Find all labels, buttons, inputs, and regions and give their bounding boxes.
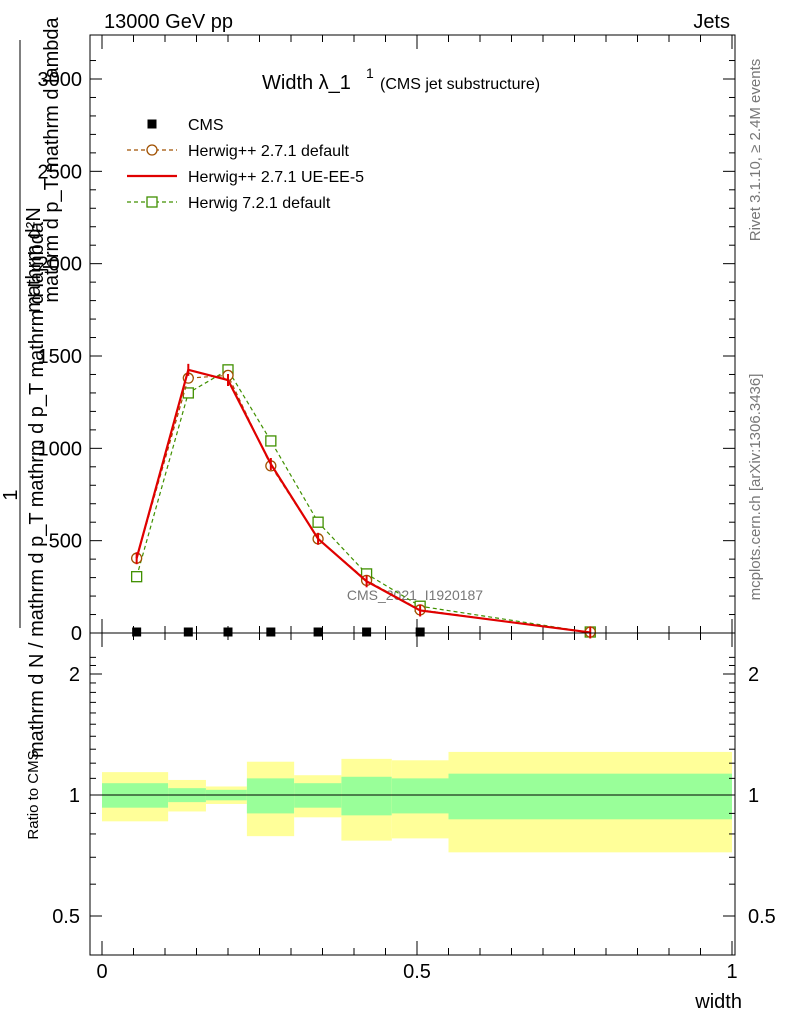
- legend-label: Herwig++ 2.7.1 UE-EE-5: [188, 169, 364, 186]
- series-point: [183, 627, 193, 637]
- main-y-axis-label: mathrm d²N mathrm d p_T mathrm d lambda …: [0, 16, 63, 758]
- legend-label: CMS: [188, 117, 224, 134]
- ratio-stat-band: [448, 773, 732, 820]
- header-right: Jets: [693, 11, 730, 33]
- series-point: [362, 627, 372, 637]
- watermark: CMS_2021_I1920187: [347, 587, 483, 603]
- ratio-y-tick-label-right: 0.5: [748, 906, 776, 928]
- series-2: [135, 363, 592, 639]
- ylabel-upper-lower: mathrm d p_T mathrm d lambda: [41, 16, 63, 302]
- legend-entry: Herwig++ 2.7.1 UE-EE-5: [127, 169, 364, 186]
- ylabel-upper: mathrm d²N: [23, 207, 45, 313]
- main-y-tick-label: 2000: [38, 254, 83, 276]
- main-y-tick-label: 1000: [38, 438, 83, 460]
- series-point: [182, 387, 194, 399]
- ratio-y-tick-label: 0.5: [52, 906, 80, 928]
- legend-marker: [147, 119, 157, 129]
- main-y-ticks: 0 500 1000 1500 2000 2500 3000: [38, 60, 735, 645]
- ratio-y-tick-label-right: 1: [748, 785, 759, 807]
- legend-marker: [146, 196, 158, 208]
- main-y-tick-label: 3000: [38, 69, 83, 91]
- plot-title-superscript: 1: [366, 65, 374, 81]
- plot-title-main: Width λ_1: [262, 72, 351, 94]
- series-0: [132, 627, 425, 637]
- x-tick-label: 1: [726, 961, 737, 983]
- series-point: [223, 627, 233, 637]
- legend-marker: [146, 144, 158, 156]
- ratio-stat-band: [246, 778, 295, 814]
- series-line: [136, 369, 591, 634]
- main-y-tick-label: 1500: [38, 346, 83, 368]
- ratio-plot: 0.5 0.51 12 2 0 0.5 1: [52, 632, 776, 983]
- ratio-y-tick-label: 2: [69, 664, 80, 686]
- ylabel-one: 1: [0, 489, 22, 500]
- legend-entry: CMS: [147, 117, 224, 134]
- ratio-plot-frame: [89, 632, 736, 956]
- series-point: [265, 435, 277, 447]
- legend-label: Herwig++ 2.7.1 default: [188, 143, 350, 160]
- ratio-y-tick-label-right: 2: [748, 664, 759, 686]
- series-point: [415, 627, 425, 637]
- mcplots-label: mcplots.cern.ch [arXiv:1306.3436]: [747, 374, 764, 601]
- main-plot: 0 500 1000 1500 2000 2500 3000 CMS_2021_I19201…: [38, 34, 736, 645]
- header-left: 13000 GeV pp: [104, 11, 233, 33]
- ratio-x-ticks: 0 0.5 1: [96, 633, 738, 983]
- series-point: [132, 627, 142, 637]
- ratio-bands: [102, 751, 732, 853]
- series-point: [312, 516, 324, 528]
- rivet-label: Rivet 3.1.10, ≥ 2.4M events: [747, 59, 764, 242]
- x-tick-label: 0: [96, 961, 107, 983]
- legend: CMS Herwig++ 2.7.1 default Herwig++ 2.7.1 …: [127, 117, 364, 212]
- ratio-stat-band: [341, 776, 392, 816]
- legend-label: Herwig 7.2.1 default: [188, 195, 331, 212]
- ylabel-lower: mathrm d N / mathrm d p_T mathrm d p_T m…: [26, 221, 48, 758]
- series-point: [130, 571, 143, 583]
- main-y-tick-label: 500: [49, 531, 82, 553]
- main-y-tick-label: 2500: [38, 161, 83, 183]
- series-line: [135, 368, 591, 634]
- legend-entry: Herwig 7.2.1 default: [127, 195, 331, 212]
- plot-title-subtitle: (CMS jet substructure): [380, 76, 540, 93]
- x-axis-label: width: [694, 991, 742, 1013]
- main-y-tick-label: 0: [71, 623, 82, 645]
- series-point: [266, 627, 276, 637]
- main-series: [130, 363, 596, 639]
- ratio-y-ticks: 0.5 0.5 1 1 2 2: [52, 656, 776, 928]
- ratio-y-tick-label: 1: [69, 785, 80, 807]
- series-point: [313, 627, 323, 637]
- x-tick-label: 0.5: [403, 961, 431, 983]
- main-plot-frame: [89, 34, 736, 634]
- ratio-stat-band: [391, 778, 449, 814]
- legend-entry: Herwig++ 2.7.1 default: [127, 143, 350, 160]
- ratio-y-axis-label: Ratio to CMS: [25, 750, 42, 839]
